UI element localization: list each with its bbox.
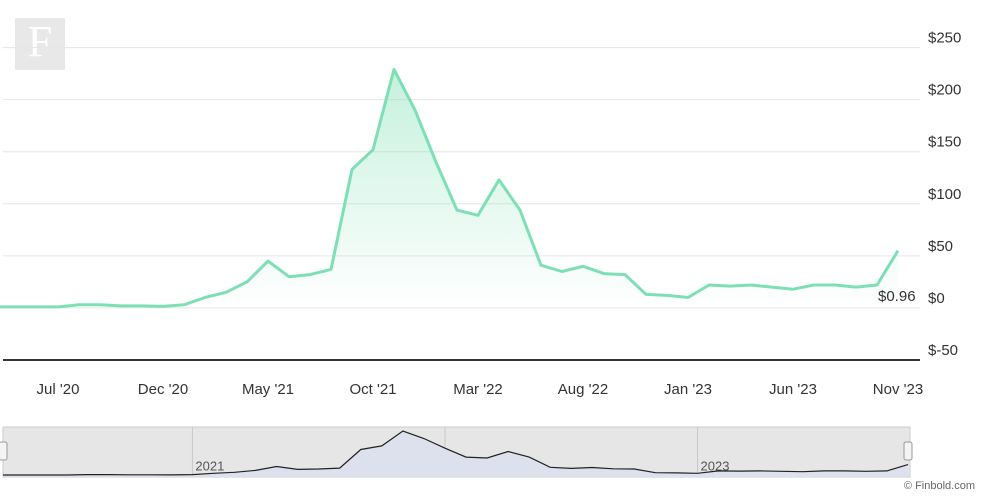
navigator-handle[interactable] xyxy=(0,441,8,461)
y-tick-label: $150 xyxy=(928,134,961,151)
x-tick-label: Oct '21 xyxy=(349,381,396,398)
price-annotation: $0.96 xyxy=(878,288,916,305)
credit: © Finbold.com xyxy=(904,480,975,492)
y-tick-label: $250 xyxy=(928,30,961,47)
navigator-line xyxy=(3,430,909,476)
y-tick-label: $-50 xyxy=(928,342,958,359)
y-tick-label: $100 xyxy=(928,186,961,203)
y-tick-label: $0 xyxy=(928,290,945,307)
logo: F xyxy=(28,17,52,66)
x-tick-label: Mar '22 xyxy=(453,381,503,398)
navigator-area xyxy=(3,431,908,477)
x-tick-label: Dec '20 xyxy=(138,381,188,398)
y-tick-label: $50 xyxy=(928,238,953,255)
price-area xyxy=(0,69,898,308)
navigator-label: 2021 xyxy=(195,458,224,473)
x-tick-label: Aug '22 xyxy=(558,381,608,398)
x-tick-label: Jun '23 xyxy=(769,381,817,398)
price-line xyxy=(0,68,900,309)
navigator-label: 2023 xyxy=(701,458,730,473)
x-tick-label: Nov '23 xyxy=(873,381,923,398)
x-tick-label: Jul '20 xyxy=(37,381,80,398)
x-tick-label: Jan '23 xyxy=(664,381,712,398)
logo-box xyxy=(15,18,65,70)
y-tick-label: $200 xyxy=(928,82,961,99)
navigator-handle[interactable] xyxy=(903,441,913,461)
x-tick-label: May '21 xyxy=(242,381,294,398)
